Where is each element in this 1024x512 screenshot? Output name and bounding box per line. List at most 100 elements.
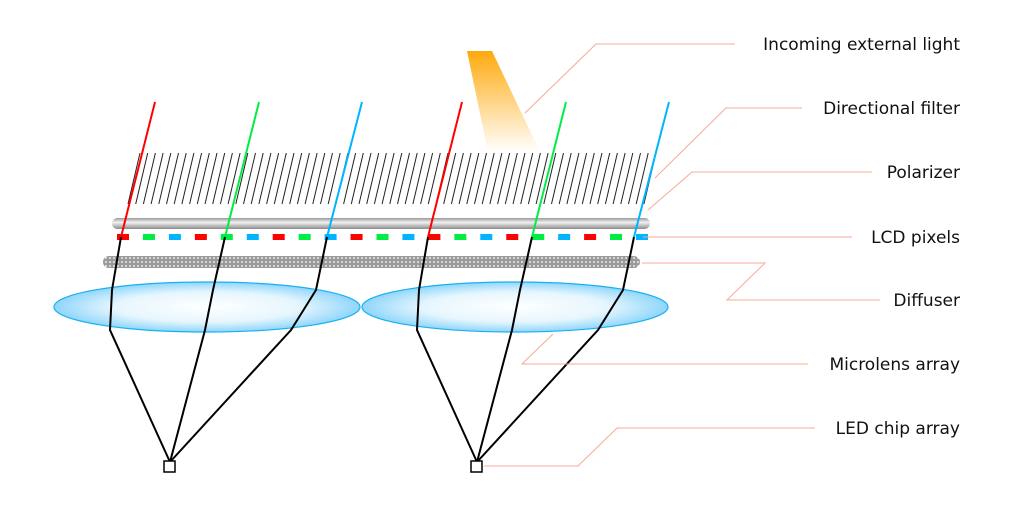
- light-rays: [108, 101, 670, 463]
- lcd-pixel: [142, 234, 155, 240]
- lcd-pixel: [168, 234, 181, 240]
- filter-slat: [258, 152, 272, 205]
- lcd-pixel: [636, 234, 648, 240]
- filter-slat: [366, 152, 380, 205]
- led-chip-right: [470, 460, 483, 473]
- incoming-light-beam: [467, 51, 540, 152]
- led-ray: [476, 236, 533, 463]
- led-ray: [108, 236, 171, 463]
- filter-slat: [227, 152, 241, 205]
- filter-slat: [127, 152, 141, 205]
- lcd-pixel: [246, 234, 259, 240]
- label-diffuser: Diffuser: [893, 291, 960, 311]
- filter-slat: [458, 152, 472, 205]
- lcd-pixel: [610, 234, 623, 240]
- filter-slat: [243, 152, 256, 205]
- label-directional-filter: Directional filter: [823, 99, 960, 119]
- filter-slat: [497, 152, 511, 205]
- filter-slat: [235, 152, 249, 205]
- filter-slat: [635, 152, 649, 205]
- filter-slat: [343, 152, 357, 205]
- filter-slat: [543, 152, 557, 205]
- callout-diffuser: [642, 262, 880, 301]
- filter-slat: [474, 152, 487, 205]
- lcd-pixel: [194, 234, 207, 240]
- lcd-pixel: [220, 234, 233, 240]
- filter-slat: [535, 152, 549, 205]
- label-incoming-light: Incoming external light: [763, 35, 960, 55]
- filter-slat: [189, 152, 203, 205]
- lcd-pixel: [272, 234, 285, 240]
- filter-slat: [350, 152, 364, 205]
- colored-ray: [427, 101, 463, 238]
- lcd-pixel: [506, 234, 519, 240]
- microlens-left: [53, 281, 361, 333]
- filter-slat: [289, 152, 303, 205]
- filter-slat: [219, 152, 233, 205]
- filter-slat: [250, 152, 264, 205]
- filter-slat: [296, 152, 310, 205]
- filter-slat: [450, 152, 464, 205]
- filter-slat: [527, 152, 541, 205]
- led-ray: [415, 236, 478, 463]
- filter-slat: [273, 152, 287, 205]
- filter-slat: [266, 152, 280, 205]
- filter-slat: [212, 152, 226, 205]
- filter-slat: [173, 152, 187, 205]
- colored-ray: [120, 101, 156, 238]
- filter-slat: [389, 152, 403, 205]
- filter-slat: [481, 152, 495, 205]
- filter-slat: [620, 152, 634, 205]
- filter-slat: [581, 152, 595, 205]
- callout-led: [484, 427, 815, 467]
- filter-slat: [566, 152, 580, 205]
- filter-slat: [574, 152, 588, 205]
- filter-slat: [397, 152, 410, 205]
- filter-slat: [504, 152, 518, 205]
- callout-polarizer: [647, 171, 872, 211]
- callout-incoming: [524, 43, 735, 114]
- lcd-pixel: [428, 234, 441, 240]
- colored-ray: [633, 101, 670, 238]
- label-microlens-array: Microlens array: [829, 355, 960, 375]
- filter-slat: [304, 152, 318, 205]
- lcd-pixel: [117, 234, 129, 240]
- polarizer: [112, 218, 650, 229]
- filter-slat: [589, 152, 603, 205]
- filter-slat: [597, 152, 611, 205]
- filter-slat: [551, 152, 564, 205]
- led-ray: [169, 236, 226, 463]
- filter-slat: [196, 152, 210, 205]
- callout-directional: [654, 107, 802, 179]
- lcd-pixel: [376, 234, 389, 240]
- lcd-pixel: [480, 234, 493, 240]
- directional-filter: [127, 152, 657, 205]
- lcd-pixel: [584, 234, 597, 240]
- filter-slat: [135, 152, 149, 205]
- filter-slat: [327, 152, 341, 205]
- lcd-pixel: [454, 234, 467, 240]
- led-ray: [476, 236, 635, 463]
- lcd-pixel: [402, 234, 415, 240]
- filter-slat: [158, 152, 172, 205]
- filter-slat: [142, 152, 156, 205]
- led-ray: [169, 236, 328, 463]
- filter-slat: [150, 152, 164, 205]
- filter-slat: [412, 152, 426, 205]
- callout-lines: [484, 43, 880, 467]
- lcd-pixel: [324, 234, 337, 240]
- lcd-pixel: [532, 234, 545, 240]
- filter-slat: [381, 152, 395, 205]
- filter-slat: [420, 152, 434, 205]
- filter-slat: [427, 152, 441, 205]
- filter-slat: [558, 152, 572, 205]
- filter-slat: [312, 152, 326, 205]
- lcd-pixels: [117, 234, 648, 240]
- filter-slat: [466, 152, 480, 205]
- filter-slat: [281, 152, 295, 205]
- filter-slat: [628, 152, 641, 205]
- lcd-pixel: [350, 234, 363, 240]
- microlens-right: [361, 281, 669, 333]
- filter-slat: [373, 152, 387, 205]
- lcd-pixel: [298, 234, 311, 240]
